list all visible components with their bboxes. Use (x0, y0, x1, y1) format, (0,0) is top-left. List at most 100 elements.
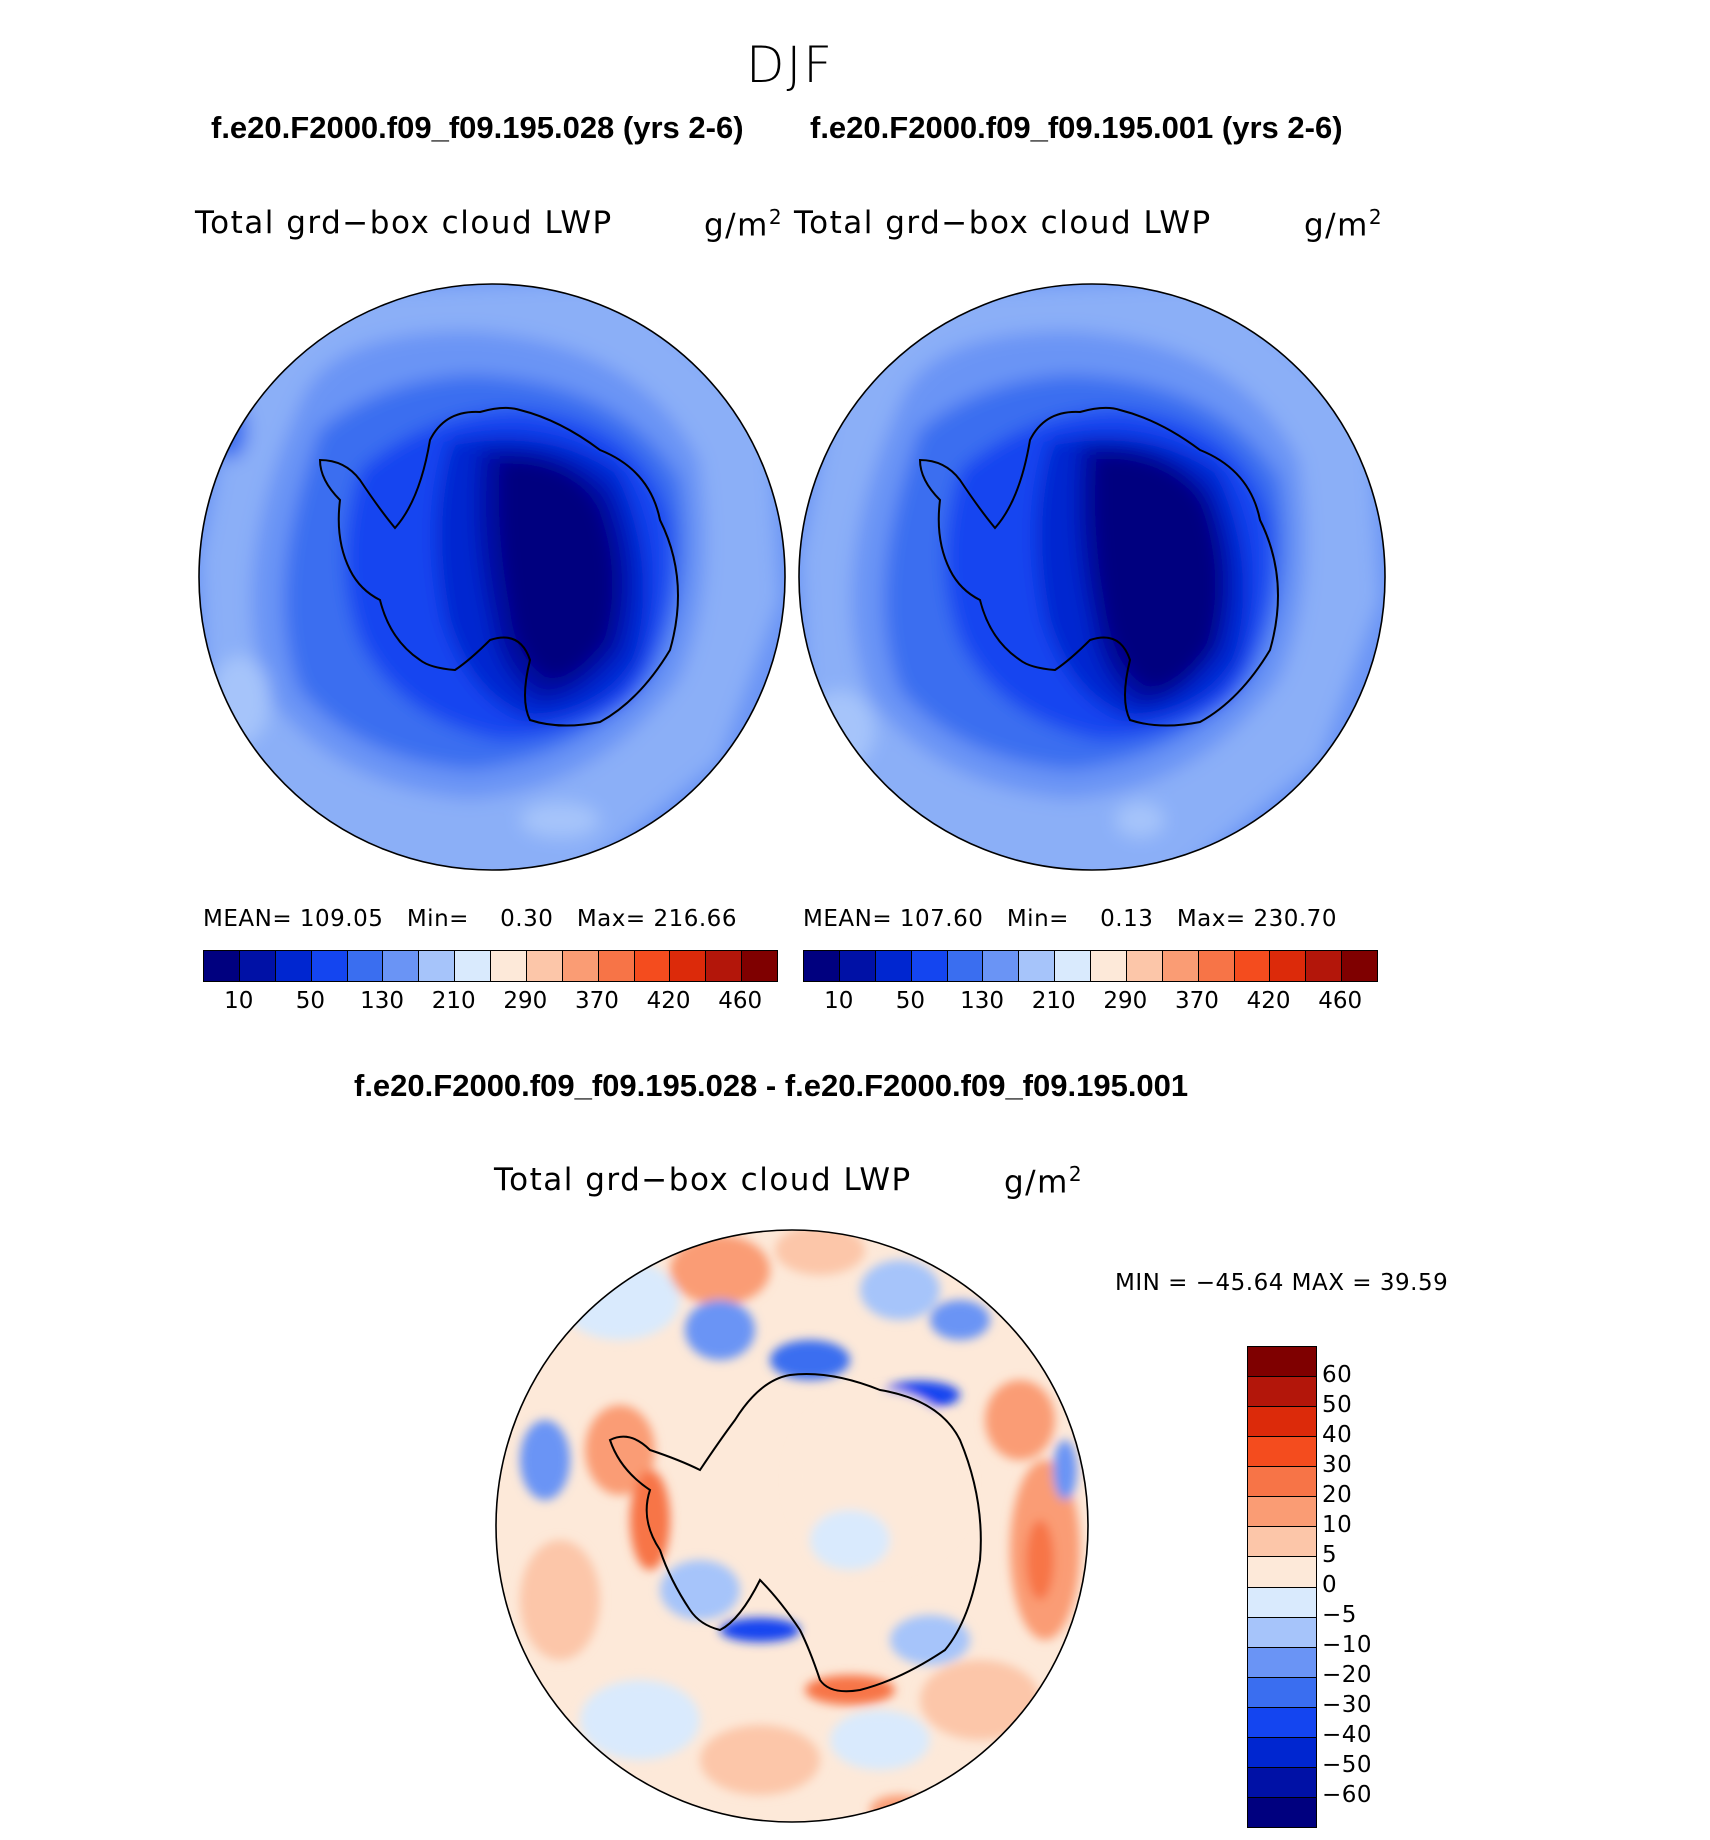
colorbar-tick-label: 10 (1322, 1512, 1353, 1538)
colorbar-tick-label: −40 (1322, 1722, 1373, 1748)
colorbar-swatch (1248, 1557, 1316, 1588)
colorbar-swatch (526, 951, 563, 981)
colorbar-swatch (1306, 951, 1343, 981)
colorbar-tick-label: −5 (1322, 1602, 1357, 1628)
colorbar-swatch (491, 951, 527, 981)
colorbar-tick-label: 460 (718, 988, 763, 1014)
colorbar-swatch (1248, 1617, 1316, 1648)
colorbar-tick-label: 210 (1031, 988, 1076, 1014)
colorbar-swatch (1248, 1797, 1316, 1827)
colorbar-tick-label: −30 (1322, 1692, 1373, 1718)
colorbar-tick-label: 0 (1322, 1572, 1338, 1598)
season-title: DJF (745, 36, 834, 94)
colorbar-tick-label: 370 (574, 988, 619, 1014)
colorbar-swatch (1234, 951, 1271, 981)
colorbar-swatch (1248, 1437, 1316, 1468)
colorbar-tick-label: 30 (1322, 1452, 1353, 1478)
colorbar-swatch (383, 951, 420, 981)
colorbar-swatch (983, 951, 1020, 981)
colorbar-tick-label: 60 (1322, 1362, 1353, 1388)
colorbar-swatch (670, 951, 707, 981)
colorbar-tick-label: 10 (824, 988, 854, 1014)
colorbar-tick-label: 10 (224, 988, 254, 1014)
colorbar-tick-label: 420 (1246, 988, 1291, 1014)
colorbar-swatch (239, 951, 276, 981)
colorbar-swatch (947, 951, 984, 981)
colorbar-swatch (598, 951, 635, 981)
colorbar-tick-label: 50 (895, 988, 926, 1014)
colorbar-swatch (419, 951, 456, 981)
diff-map (496, 1230, 1088, 1822)
colorbar-tick-label: −50 (1322, 1752, 1373, 1778)
left-units-label: g/m2 (704, 205, 784, 244)
colorbar-swatch (1248, 1647, 1316, 1678)
colorbar-swatch (1198, 951, 1235, 981)
colorbar-swatch (1055, 951, 1091, 981)
colorbar-swatch (1248, 1467, 1316, 1498)
colorbar-swatch (1162, 951, 1199, 981)
colorbar-swatch (911, 951, 948, 981)
colorbar-swatch (204, 951, 240, 981)
colorbar-swatch (804, 951, 840, 981)
right-map (799, 284, 1385, 870)
colorbar-tick-label: 50 (1322, 1392, 1353, 1418)
left-colorbar (203, 950, 778, 982)
diff-title: f.e20.F2000.f09_f09.195.028 - f.e20.F200… (354, 1068, 1189, 1103)
coastlines (318, 406, 1279, 1693)
diff-units-label: g/m2 (1004, 1162, 1084, 1201)
colorbar-swatch (1248, 1377, 1316, 1408)
colorbar-swatch (1248, 1707, 1316, 1738)
colorbar-swatch (311, 951, 348, 981)
colorbar-tick-label: 20 (1322, 1482, 1353, 1508)
colorbar-tick-label: 50 (295, 988, 326, 1014)
colorbar-tick-label: 40 (1322, 1422, 1353, 1448)
colorbar-tick-label: 420 (646, 988, 691, 1014)
colorbar-tick-label: −60 (1322, 1782, 1373, 1808)
colorbar-swatch (347, 951, 384, 981)
colorbar-swatch (1248, 1407, 1316, 1438)
case2-title: f.e20.F2000.f09_f09.195.001 (yrs 2-6) (810, 110, 1343, 145)
colorbar-tick-label: 5 (1322, 1542, 1338, 1568)
colorbar-swatch (1248, 1737, 1316, 1768)
left-variable-label: Total grd−box cloud LWP (195, 205, 613, 241)
colorbar-tick-label: −20 (1322, 1662, 1373, 1688)
colorbar-swatch (1248, 1347, 1316, 1378)
right-variable-label: Total grd−box cloud LWP (794, 205, 1212, 241)
colorbar-swatch (634, 951, 671, 981)
left-stats: MEAN= 109.05 Min= 0.30 Max= 216.66 (203, 906, 737, 932)
colorbar-swatch (1342, 951, 1377, 981)
case1-title: f.e20.F2000.f09_f09.195.028 (yrs 2-6) (211, 110, 744, 145)
colorbar-swatch (275, 951, 312, 981)
colorbar-swatch (562, 951, 599, 981)
colorbar-swatch (1126, 951, 1163, 981)
diff-colorbar (1247, 1346, 1317, 1828)
colorbar-tick-label: 210 (431, 988, 476, 1014)
colorbar-swatch (455, 951, 491, 981)
colorbar-tick-label: −10 (1322, 1632, 1373, 1658)
colorbar-swatch (875, 951, 912, 981)
colorbar-swatch (706, 951, 743, 981)
colorbar-tick-label: 460 (1318, 988, 1363, 1014)
colorbar-tick-label: 290 (1103, 988, 1148, 1014)
right-units-label: g/m2 (1304, 205, 1384, 244)
diff-minmax: MIN = −45.64 MAX = 39.59 (1115, 1270, 1449, 1296)
colorbar-tick-label: 130 (360, 988, 405, 1014)
colorbar-swatch (1091, 951, 1127, 981)
diff-variable-label: Total grd−box cloud LWP (494, 1162, 912, 1198)
colorbar-swatch (1248, 1527, 1316, 1558)
right-colorbar (803, 950, 1378, 982)
colorbar-tick-label: 130 (960, 988, 1005, 1014)
left-map (199, 284, 785, 870)
colorbar-swatch (1019, 951, 1056, 981)
colorbar-swatch (742, 951, 777, 981)
colorbar-swatch (1270, 951, 1307, 981)
colorbar-swatch (839, 951, 876, 981)
right-stats: MEAN= 107.60 Min= 0.13 Max= 230.70 (803, 906, 1337, 932)
colorbar-swatch (1248, 1587, 1316, 1618)
colorbar-swatch (1248, 1767, 1316, 1798)
colorbar-tick-label: 290 (503, 988, 548, 1014)
colorbar-swatch (1248, 1497, 1316, 1528)
colorbar-tick-label: 370 (1174, 988, 1219, 1014)
colorbar-swatch (1248, 1677, 1316, 1708)
